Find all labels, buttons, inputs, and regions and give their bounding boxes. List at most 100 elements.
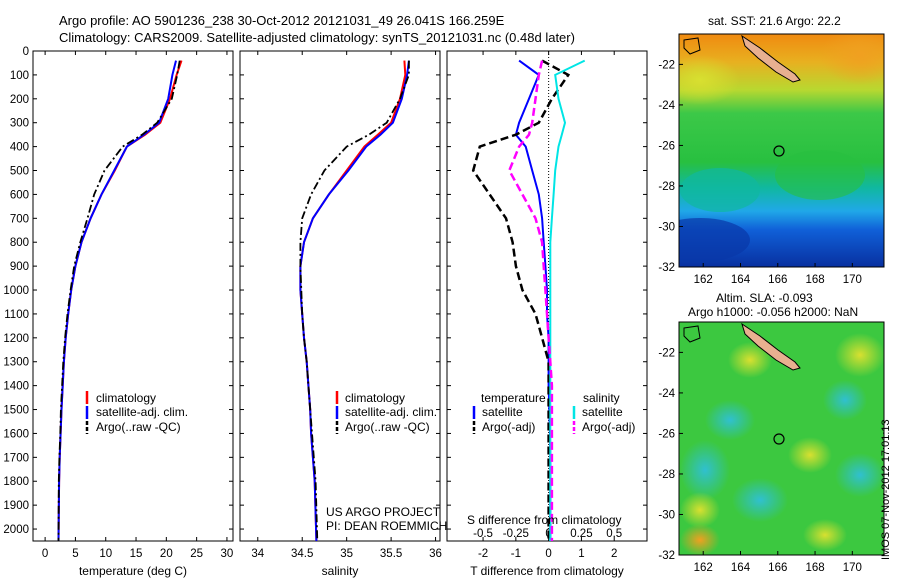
x-tick-label: 35.5 [380,548,402,560]
s-tick-label: -0.5 [473,528,493,540]
depth-tick-label: 2000 [3,524,29,536]
temperature-axes-box [32,50,234,542]
series-line-salinity-argo-adj [507,60,554,541]
depth-tick-label: 600 [10,189,29,201]
depth-tick-label: 800 [10,237,29,249]
lon-tick-label: 168 [805,562,824,574]
x-tick-label: 1 [578,548,584,560]
difference-x-axis-label: T difference from climatology [470,564,624,578]
lon-tick-label: 164 [731,274,751,286]
depth-tick-label: 1200 [3,333,29,345]
difference-panel: -2 -1 0 1 2 T difference from climatology -0.5… [446,50,648,578]
x-tick-label: 5 [72,548,78,560]
salinity-panel: 34 34.5 35 35.5 36 salinity [239,50,442,578]
lon-tick-label: 166 [768,274,787,286]
depth-tick-label: 1800 [3,476,29,488]
x-tick-label: 35 [340,548,353,560]
temperature-panel: 0 5 10 15 20 25 30 temperature (deg C) [32,50,234,578]
depth-tick-label: 1100 [4,309,29,321]
difference-axes-box [446,50,648,542]
series-line-temperature-argo-adj [471,59,571,541]
project-line-1: US ARGO PROJECT [326,505,441,519]
x-tick-label: 2 [611,548,617,560]
x-tick-label: 0 [545,548,551,560]
depth-tick-label: 900 [10,261,29,273]
sst-map: sat. SST: 21.6 Argo: 22.2 162 164 166 168 17… [658,14,885,286]
series-line-climatology [299,60,407,542]
salinity-axes-box [239,50,441,542]
lat-tick-label: -32 [658,550,675,562]
legend-label-sal-argo: Argo(-adj) [582,420,635,434]
lat-tick-label: -28 [658,181,675,193]
depth-tick-label: 300 [10,118,29,130]
header-line-1: Argo profile: AO 5901236_238 30-Oct-2012… [59,13,505,28]
depth-tick-label: 1000 [3,285,29,297]
s-tick-label: -0.25 [503,528,529,540]
legend-label-argo: Argo(..raw -QC) [345,420,430,434]
depth-tick-label: 1600 [3,428,29,440]
salinity-legend: climatology satellite-adj. clim. Argo(..… [326,391,447,533]
legend-label-sal-satellite: satellite [582,405,623,419]
lon-tick-label: 162 [694,562,713,574]
series-line-climatology [57,60,183,542]
sst-map-ticks: 162 164 166 168 170 -22 -24 -26 -28 -30 -32 [658,59,862,286]
x-tick-label: 30 [221,548,234,560]
new-caledonia-island [741,322,801,371]
series-line-argo-raw-qc [57,60,181,542]
project-line-2: PI: DEAN ROEMMICH [326,519,447,533]
x-tick-label: 20 [160,548,173,560]
argo-position-marker [773,145,785,157]
lat-tick-label: -32 [658,262,675,274]
x-tick-label: 25 [190,548,203,560]
depth-tick-labels: 0 100 200 300 400 500 600 700 800 900 1000 1100 1200… [3,46,29,536]
lon-tick-label: 170 [843,274,862,286]
sla-map-ticks: 162 164 166 168 170 -22 -24 -26 -28 -30 -32 [658,347,862,574]
x-tick-label: 0 [42,548,48,560]
s-difference-label: S difference from climatology [467,513,622,527]
depth-tick-label: 1500 [3,405,29,417]
lon-tick-label: 170 [843,562,862,574]
lat-tick-label: -24 [658,100,675,112]
sla-map: Altim. SLA: -0.093 Argo h1000: -0.056 h2… [658,291,885,574]
lat-tick-label: -22 [658,347,675,359]
lat-tick-label: -28 [658,469,675,481]
coastline-west [683,37,701,55]
s-tick-label: 0.5 [606,528,622,540]
depth-tick-label: 1700 [3,452,29,464]
legend-label-temp-argo: Argo(-adj) [482,420,535,434]
header-line-2: Climatology: CARS2009. Satellite-adjuste… [59,30,575,45]
depth-tick-label: 100 [10,70,29,82]
lon-tick-label: 168 [805,274,824,286]
series-line-satellite-adj-clim [57,60,177,542]
legend-header-temperature: temperature [481,391,546,405]
sst-map-title: sat. SST: 21.6 Argo: 22.2 [708,14,841,28]
sla-map-title-2: Argo h1000: -0.056 h2000: NaN [688,305,858,319]
depth-tick-label: 1900 [3,500,29,512]
lat-tick-label: -30 [658,509,675,521]
depth-tick-label: 0 [23,46,29,58]
x-tick-label: 34.5 [291,548,313,560]
depth-tick-label: 200 [10,94,29,106]
series-line-satellite-adj-clim [299,60,410,542]
new-caledonia-island [741,34,801,83]
legend-label-climatology: climatology [345,391,405,405]
lat-tick-label: -26 [658,428,675,440]
lat-tick-label: -22 [658,59,675,71]
legend-label-climatology: climatology [96,391,156,405]
depth-tick-label: 400 [10,142,29,154]
legend-header-salinity: salinity [583,391,620,405]
legend-label-temp-satellite: satellite [482,405,523,419]
sla-map-title-1: Altim. SLA: -0.093 [716,291,813,305]
x-tick-label: 15 [130,548,143,560]
series-line-salinity-satellite [549,59,586,541]
coastline-west [683,325,701,343]
depth-tick-label: 700 [10,213,29,225]
lat-tick-label: -30 [658,221,675,233]
lon-tick-label: 166 [768,562,787,574]
temperature-x-axis-label: temperature (deg C) [79,564,187,578]
lat-tick-label: -26 [658,140,675,152]
x-tick-label: 36 [429,548,442,560]
x-tick-label: 34 [251,548,264,560]
x-tick-label: -1 [511,548,521,560]
